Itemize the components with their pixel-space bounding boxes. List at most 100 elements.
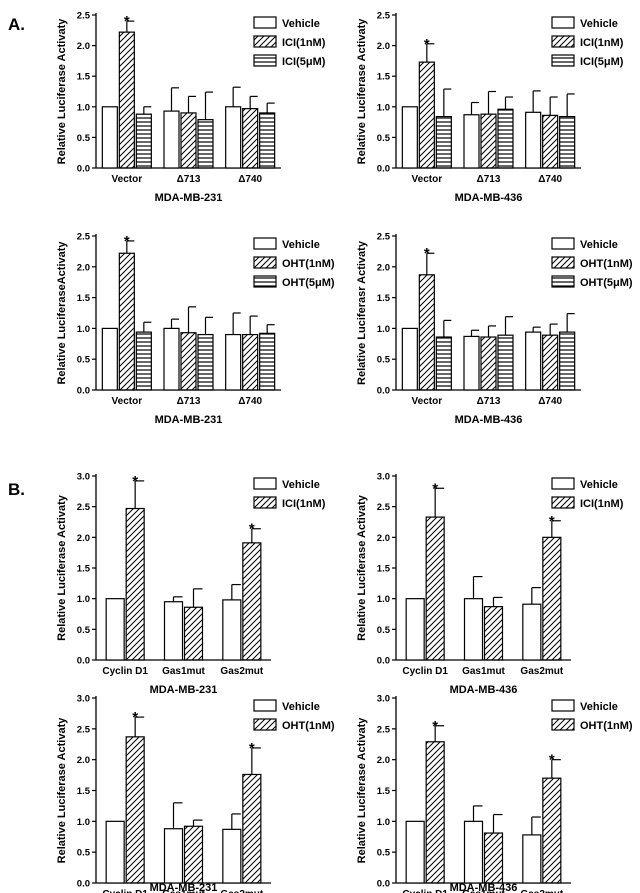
y-tick-label: 1.0 xyxy=(377,324,390,335)
bar-vehicle-2 xyxy=(222,828,242,884)
x-category-label: Δ740 xyxy=(538,396,562,407)
chart-7: 0.0 0.5 1.0 1.5 2.0 2.5 3.0 Relative Luciferase… xyxy=(356,694,633,893)
y-tick-label: 1.5 xyxy=(77,564,91,575)
x-category-label: Gas2mut xyxy=(520,889,563,893)
y-tick-label: 0.0 xyxy=(377,656,390,667)
x-category-label: Gas1mut xyxy=(162,666,205,677)
bar-vehicle-0 xyxy=(405,598,425,661)
bar-oht-5-m--2 xyxy=(259,332,276,391)
bar-vehicle-1 xyxy=(163,327,180,391)
bar-ici-1nm--1 xyxy=(480,113,497,169)
bar-ici-1nm--1 xyxy=(183,606,204,661)
charts-container: 0.0 0.5 1.0 1.5 2.0 2.5 Relative Luciferase Ac… xyxy=(56,11,633,893)
y-tick-label: 0.5 xyxy=(377,848,391,859)
legend-label: OHT(5μM) xyxy=(580,277,633,289)
legend-label: OHT(1nM) xyxy=(580,258,633,270)
bar-oht-1nm--1 xyxy=(483,832,504,884)
legend-swatch xyxy=(253,477,277,490)
bar-ici-5-m--2 xyxy=(259,112,276,169)
bar-vehicle-2 xyxy=(525,111,542,169)
y-tick-label: 1.5 xyxy=(77,786,91,797)
legend-label: ICI(5μM) xyxy=(282,56,326,68)
y-tick-label: 2.0 xyxy=(377,533,390,544)
bar-ici-1nm--0 xyxy=(125,507,145,661)
bar-ici-5-m--2 xyxy=(559,115,576,169)
bar-vehicle-0 xyxy=(105,598,125,661)
bar-vehicle-1 xyxy=(163,601,184,661)
bar-ici-1nm--2 xyxy=(542,536,562,661)
significance-star: * xyxy=(132,473,138,490)
x-category-label: Vector xyxy=(412,174,443,185)
y-tick-label: 1.0 xyxy=(377,594,390,605)
bar-vehicle-2 xyxy=(225,106,242,169)
significance-star: * xyxy=(132,709,138,726)
bar-oht-1nm--0 xyxy=(118,252,135,391)
y-axis-title: Relative Luciferase Activaty xyxy=(56,18,68,165)
y-tick-label: 1.0 xyxy=(77,594,90,605)
legend-label: Vehicle xyxy=(282,18,320,30)
x-category-label: Vector xyxy=(112,174,143,185)
bar-ici-1nm--0 xyxy=(418,61,435,169)
bar-oht-1nm--0 xyxy=(425,741,445,884)
legend-label: OHT(1nM) xyxy=(282,720,335,732)
panel-label-a-text: A. xyxy=(8,15,25,34)
y-tick-label: 3.0 xyxy=(377,694,390,705)
significance-star: * xyxy=(432,480,438,497)
x-category-label: Δ713 xyxy=(177,174,201,185)
legend-swatch xyxy=(551,275,575,288)
chart-4: 0.0 0.5 1.0 1.5 2.0 2.5 3.0 Relative Luciferase… xyxy=(56,472,326,697)
bar-oht-5-m--1 xyxy=(197,333,214,391)
legend-swatch xyxy=(253,718,277,731)
y-tick-label: 3.0 xyxy=(77,694,90,705)
legend-label: Vehicle xyxy=(580,701,618,713)
y-tick-label: 0.5 xyxy=(77,355,91,366)
y-tick-label: 2.5 xyxy=(377,11,391,22)
bar-ici-5-m--0 xyxy=(435,115,452,169)
bar-ici-1nm--0 xyxy=(118,31,135,169)
y-tick-label: 0.5 xyxy=(377,133,391,144)
y-tick-label: 0.0 xyxy=(77,386,90,397)
bar-ici-1nm--2 xyxy=(542,114,559,169)
y-axis-title: Relative Luciferasr Activaty xyxy=(356,240,368,385)
legend-swatch xyxy=(253,256,277,269)
x-category-label: Δ713 xyxy=(477,396,501,407)
chart-title: MDA-MB-231 xyxy=(150,684,218,696)
bar-oht-1nm--1 xyxy=(180,332,197,391)
legend-label: Vehicle xyxy=(282,239,320,251)
significance-star: * xyxy=(432,718,438,735)
bar-ici-1nm--1 xyxy=(180,112,197,169)
bar-vehicle-2 xyxy=(225,333,242,391)
significance-star: * xyxy=(549,513,555,530)
y-tick-label: 2.5 xyxy=(377,724,391,735)
chart-6: 0.0 0.5 1.0 1.5 2.0 2.5 3.0 Relative Luciferase… xyxy=(56,694,335,893)
legend-swatch xyxy=(551,35,575,48)
bar-oht-5-m--0 xyxy=(135,331,152,391)
y-tick-label: 2.0 xyxy=(77,533,90,544)
legend-label: ICI(5μM) xyxy=(580,56,624,68)
y-tick-label: 0.0 xyxy=(377,164,390,175)
panel-label-b-text: B. xyxy=(8,480,25,499)
x-category-label: Δ740 xyxy=(238,174,262,185)
y-tick-label: 0.5 xyxy=(77,133,91,144)
bar-vehicle-2 xyxy=(222,599,242,661)
y-tick-label: 0.0 xyxy=(377,386,390,397)
bar-ici-1nm--0 xyxy=(425,516,445,661)
y-tick-label: 0.5 xyxy=(377,625,391,636)
y-tick-label: 0.0 xyxy=(377,879,390,890)
legend-label: ICI(1nM) xyxy=(282,37,326,49)
x-category-label: Δ713 xyxy=(477,174,501,185)
y-tick-label: 1.5 xyxy=(77,293,91,304)
y-axis-title: Relative Luciferase Activaty xyxy=(56,717,68,864)
chart-3: 0.0 0.5 1.0 1.5 2.0 2.5 Relative Luciferasr Ac… xyxy=(356,232,633,427)
chart-title: MDA-MB-436 xyxy=(455,414,523,426)
legend-label: ICI(1nM) xyxy=(580,498,624,510)
significance-star: * xyxy=(424,245,430,262)
x-category-label: Δ740 xyxy=(538,174,562,185)
y-tick-label: 2.0 xyxy=(77,41,90,52)
y-tick-label: 2.5 xyxy=(377,232,391,243)
legend-swatch xyxy=(551,237,575,250)
legend-swatch xyxy=(551,718,575,731)
x-category-label: Gas2mut xyxy=(520,666,563,677)
legend-label: Vehicle xyxy=(580,479,618,491)
bar-oht-1nm--0 xyxy=(125,736,145,884)
